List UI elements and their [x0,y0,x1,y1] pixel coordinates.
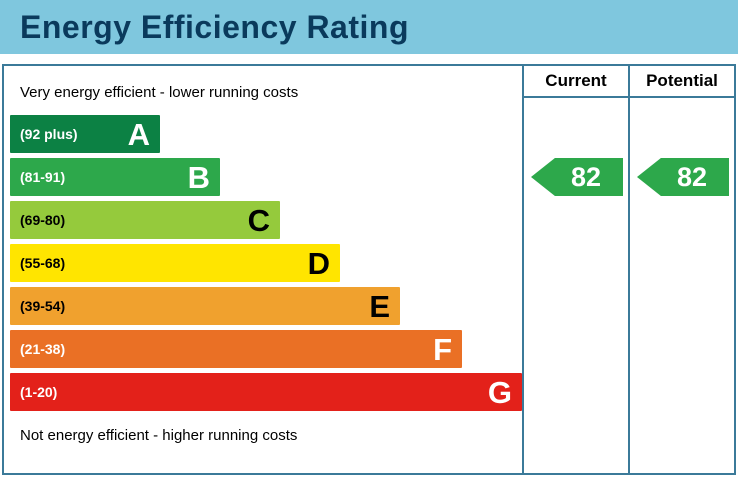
potential-column-body: 82 [630,98,734,473]
band-range-label: (92 plus) [20,126,78,142]
potential-column-header: Potential [630,66,734,98]
current-column-body: 82 [524,98,628,473]
page-title: Energy Efficiency Rating [0,0,738,54]
potential-rating-value: 82 [676,161,708,192]
band-letter: G [487,374,512,410]
potential-rating-arrow: 82 [637,158,729,196]
band-range-label: (1-20) [20,384,58,400]
current-column-header: Current [524,66,628,98]
band-range-label: (21-38) [20,341,66,357]
rating-band-b: (81-91) B [10,158,220,196]
rating-band-d: (55-68) D [10,244,340,282]
rating-band-e: (39-54) E [10,287,400,325]
current-rating-arrow: 82 [531,158,623,196]
rating-band-g: (1-20) G [10,373,522,411]
band-letter: A [127,116,150,152]
band-letter: D [307,245,330,281]
top-caption: Very energy efficient - lower running co… [20,84,299,101]
bands-column: Very energy efficient - lower running co… [4,66,522,473]
band-letter: C [247,202,270,238]
current-column: Current 82 [522,66,628,473]
rating-band-f: (21-38) F [10,330,462,368]
band-range-label: (55-68) [20,255,66,271]
current-rating-value: 82 [570,161,602,192]
epc-chart: Very energy efficient - lower running co… [2,64,736,475]
band-range-label: (81-91) [20,169,66,185]
band-range-label: (39-54) [20,298,66,314]
band-letter: F [433,331,452,367]
rating-band-a: (92 plus) A [10,115,160,153]
band-range-label: (69-80) [20,212,66,228]
band-letter: E [369,288,390,324]
band-letter: B [187,159,210,195]
rating-band-c: (69-80) C [10,201,280,239]
rating-bands: (92 plus) A (81-91) B (69-80) C (55-68) … [10,115,522,411]
bottom-caption: Not energy efficient - higher running co… [20,427,298,444]
potential-column: Potential 82 [628,66,734,473]
